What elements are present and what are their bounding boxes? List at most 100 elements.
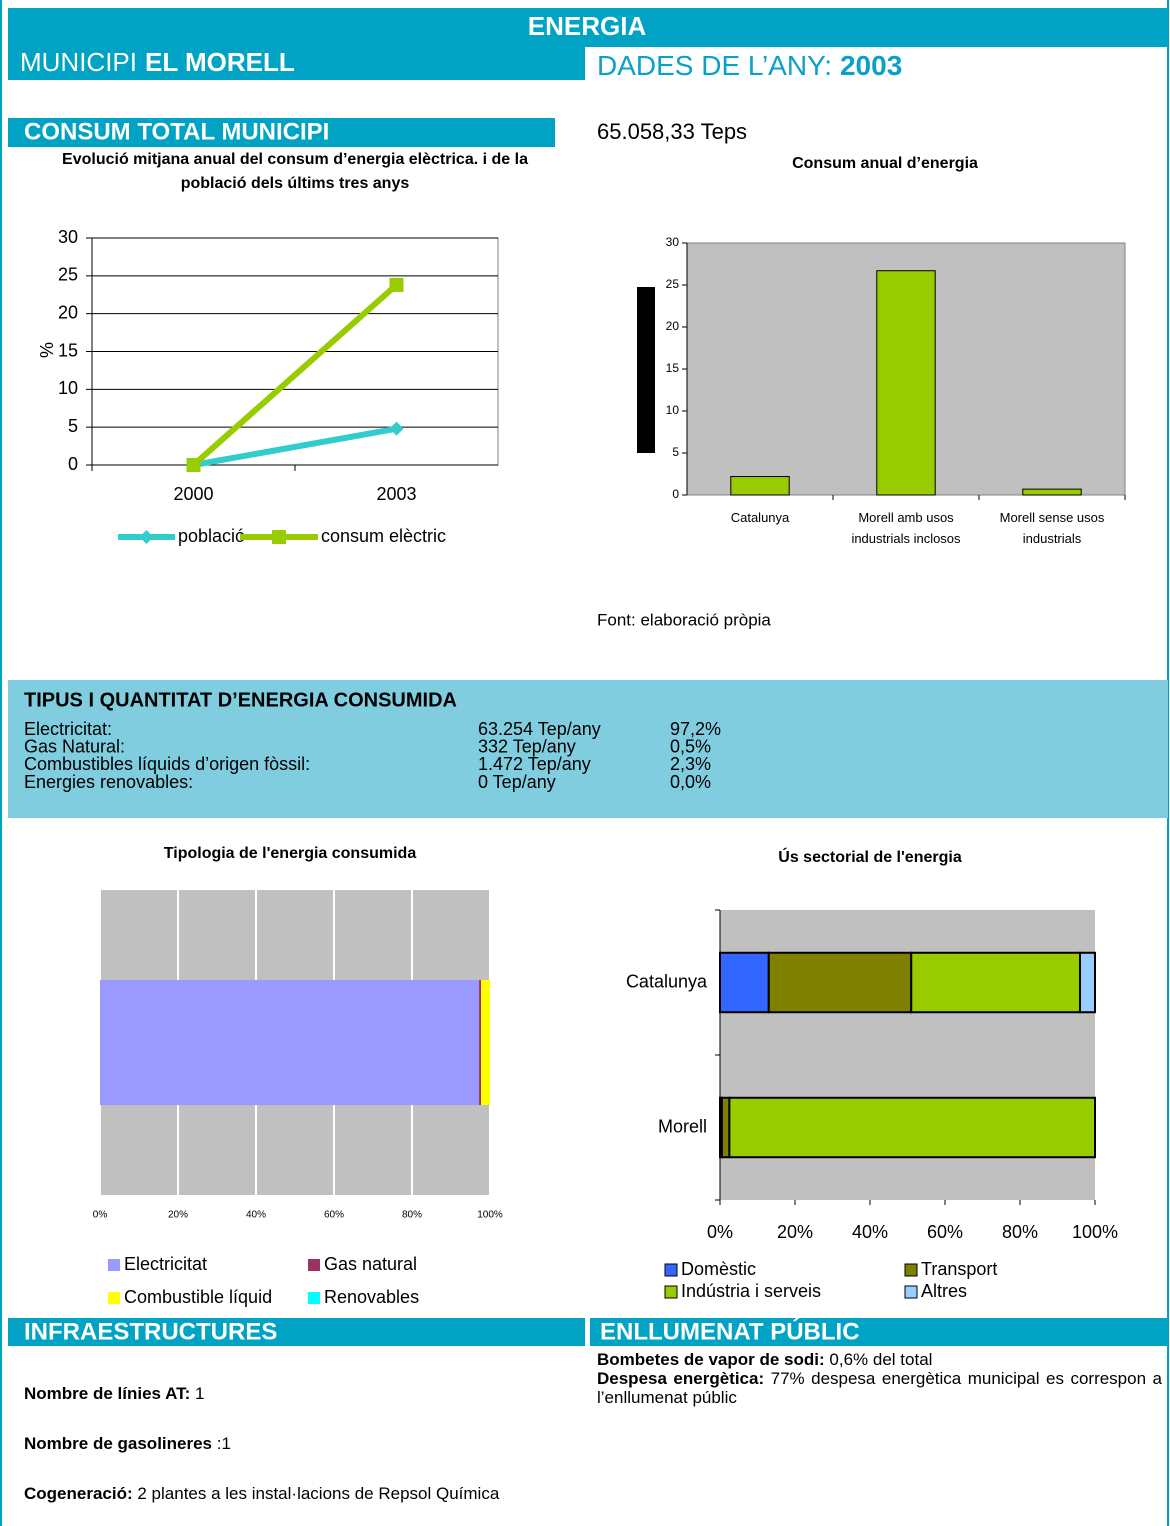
chart-title: Ús sectorial de l'energia — [778, 849, 962, 866]
legend-swatch — [108, 1259, 120, 1271]
y-tick-label: 5 — [68, 416, 78, 436]
x-tick-label: 0% — [93, 1210, 108, 1221]
y-tick-label: 20 — [58, 302, 78, 322]
x-tick-label: 100% — [477, 1210, 503, 1221]
table-title: TIPUS I QUANTITAT D’ENERGIA CONSUMIDA — [24, 689, 457, 711]
legend-label: Indústria i serveis — [681, 1281, 821, 1301]
section-band — [590, 1318, 1168, 1346]
legend-swatch — [308, 1292, 320, 1304]
legend-swatch — [664, 1285, 678, 1299]
legend-swatch — [904, 1263, 918, 1277]
x-tick-label: 80% — [1002, 1222, 1038, 1242]
legend-swatch — [308, 1259, 320, 1271]
table-cell: Energies renovables: — [24, 772, 193, 792]
bar-segment — [910, 951, 1081, 1014]
bar-segment — [1079, 951, 1096, 1014]
chart-title: Evolució mitjana anual del consum d’ener… — [62, 151, 528, 192]
table-cell: Electricitat: — [24, 719, 112, 739]
legend-label: Combustible líquid — [124, 1287, 272, 1307]
x-tick-label: 0% — [707, 1222, 733, 1242]
y-tick-label: 15 — [58, 340, 78, 360]
table-cell: 0,0% — [670, 772, 711, 792]
list-item: Bombetes de vapor de sodi: 0,6% del tota… — [597, 1350, 1162, 1369]
section-band — [8, 1318, 585, 1346]
item-label: Nombre de línies AT: — [24, 1384, 191, 1403]
table-cell: Combustibles líquids d’origen fòssil: — [24, 754, 310, 774]
legend-label: Transport — [921, 1259, 997, 1279]
x-tick-label: 40% — [246, 1210, 266, 1221]
source: Font: elaboració pròpia — [597, 610, 771, 629]
table-cell: Gas Natural: — [24, 736, 125, 756]
list-item: Despesa energètica: 77% despesa energèti… — [597, 1369, 1162, 1407]
item-label: Bombetes de vapor de sodi: — [597, 1350, 825, 1369]
legend-label: població — [178, 526, 245, 546]
bar-segment — [720, 1096, 731, 1159]
table-cell: 1.472 Tep/any — [478, 754, 591, 774]
x-tick-label: 40% — [852, 1222, 888, 1242]
legend-label: Altres — [921, 1281, 967, 1301]
y-tick-label: 15 — [666, 361, 680, 375]
item-value: 2 plantes a les instal·lacions de Repsol… — [137, 1484, 500, 1503]
year: DADES DE L’ANY: 2003 — [597, 50, 902, 81]
y-tick-label: Morell — [658, 1116, 707, 1136]
header-band — [8, 8, 1168, 47]
municipi: MUNICIPI EL MORELL — [20, 47, 295, 77]
item-label: Cogeneració: — [24, 1484, 133, 1503]
x-tick-label: Morell amb usos industrials inclosos — [851, 510, 961, 546]
item-value: 0,6% del total — [829, 1350, 933, 1369]
x-tick-label: 60% — [927, 1222, 963, 1242]
item-label: Nombre de gasolineres — [24, 1434, 213, 1453]
section-title: ENLLUMENAT PÚBLIC — [600, 1317, 860, 1345]
table-cell: 0 Tep/any — [478, 772, 556, 792]
table-cell: 0,5% — [670, 736, 711, 756]
y-tick-label: 10 — [666, 403, 680, 417]
y-tick-label: 30 — [666, 235, 680, 249]
year-label: DADES DE L’ANY: — [597, 50, 832, 81]
x-tick-label: 20% — [777, 1222, 813, 1242]
municipi-label: MUNICIPI — [20, 47, 137, 77]
bar-segment — [479, 979, 482, 1106]
header-band — [8, 46, 585, 80]
table-band — [8, 680, 1168, 818]
legend-label: Electricitat — [124, 1254, 207, 1274]
marker — [272, 530, 286, 544]
axis-label-box — [637, 287, 655, 453]
bar-segment — [767, 951, 913, 1014]
bar-segment — [728, 1096, 1096, 1159]
chart-title: Tipologia de l'energia consumida — [163, 845, 417, 862]
list-item: Nombre de línies AT: 1 — [24, 1379, 572, 1409]
y-axis-label: % — [37, 342, 57, 358]
section-band — [8, 118, 555, 147]
item-value: 77% despesa energètica municipal es corr… — [597, 1369, 1162, 1407]
y-tick-label: 0 — [68, 454, 78, 474]
table-cell: 332 Tep/any — [478, 736, 576, 756]
bar — [876, 270, 936, 496]
bar-segment — [100, 979, 480, 1106]
bar-segment — [719, 951, 770, 1014]
series-line — [192, 425, 398, 468]
y-tick-label: 25 — [58, 265, 78, 285]
marker — [389, 421, 404, 436]
municipi-name: EL MORELL — [145, 47, 295, 77]
y-tick-label: 10 — [58, 378, 78, 398]
marker — [139, 530, 154, 544]
x-tick-label: Catalunya — [730, 510, 790, 525]
marker — [389, 277, 404, 292]
x-tick-label: 100% — [1072, 1222, 1118, 1242]
x-tick-label: 2003 — [376, 484, 416, 504]
marker — [186, 458, 201, 472]
item-value: :1 — [216, 1434, 231, 1453]
table-cell: 2,3% — [670, 754, 711, 774]
x-tick-label: 80% — [402, 1210, 422, 1221]
legend-label: consum elèctric — [321, 526, 446, 546]
x-tick-label: 2000 — [173, 484, 213, 504]
table-cell: 63.254 Tep/any — [478, 719, 601, 739]
legend-label: Gas natural — [324, 1254, 417, 1274]
legend-label: Renovables — [324, 1287, 419, 1307]
bar — [1022, 488, 1082, 496]
total: 65.058,33 Teps — [597, 119, 747, 144]
list-item: Nombre de gasolineres :1 — [24, 1429, 572, 1459]
section-title: INFRAESTRUCTURES — [24, 1318, 277, 1345]
legend-swatch — [664, 1263, 678, 1277]
